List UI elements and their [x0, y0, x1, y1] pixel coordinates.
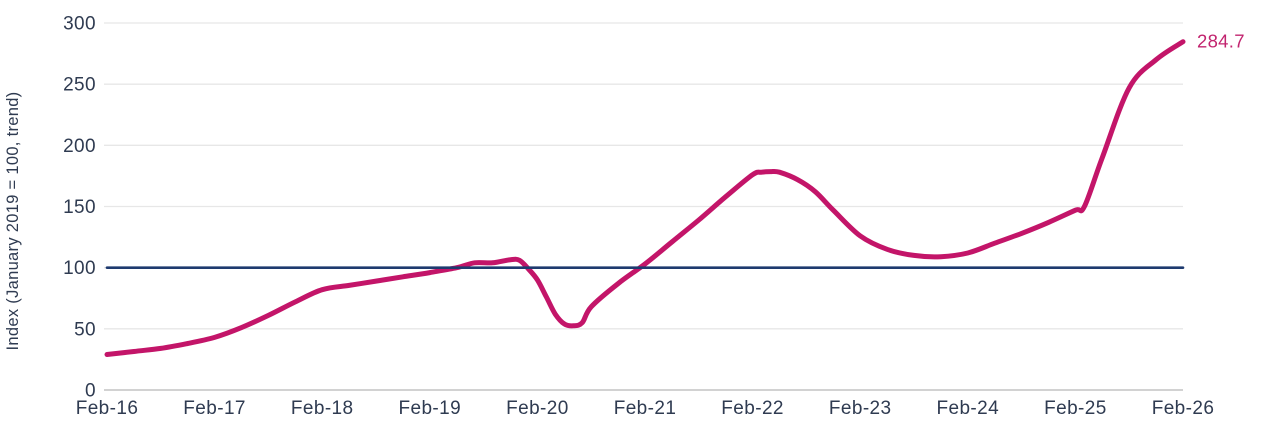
y-tick-label: 150	[63, 197, 96, 218]
index-trend-line	[104, 39, 1186, 357]
x-tick-label: Feb-20	[506, 398, 569, 419]
y-axis-title: Index (January 2019 = 100, trend)	[4, 92, 22, 351]
y-tick-label: 300	[63, 14, 96, 35]
x-tick-label: Feb-25	[1044, 398, 1107, 419]
y-tick-label: 0	[85, 381, 96, 402]
gridlines-layer	[104, 22, 1183, 391]
series-layer	[104, 39, 1186, 357]
y-tick-label: 50	[74, 319, 96, 340]
x-tick-label: Feb-23	[829, 398, 892, 419]
y-tick-label: 250	[63, 75, 96, 96]
x-tick-label: Feb-21	[614, 398, 677, 419]
x-tick-label: Feb-24	[936, 398, 999, 419]
x-tick-label: Feb-16	[76, 398, 139, 419]
y-tick-label: 100	[63, 258, 96, 279]
end-value-label: 284.7	[1197, 31, 1245, 52]
y-tick-label: 200	[63, 136, 96, 157]
x-tick-label: Feb-17	[183, 398, 246, 419]
x-tick-label: Feb-18	[291, 398, 354, 419]
x-tick-labels: Feb-16 Feb-17 Feb-18 Feb-19 Feb-20 Feb-21 Feb-…	[76, 398, 1215, 419]
x-tick-label: Feb-26	[1152, 398, 1215, 419]
y-tick-labels: 0 50 100 150 200 250 300	[63, 14, 96, 402]
x-tick-label: Feb-19	[398, 398, 461, 419]
x-tick-label: Feb-22	[721, 398, 784, 419]
